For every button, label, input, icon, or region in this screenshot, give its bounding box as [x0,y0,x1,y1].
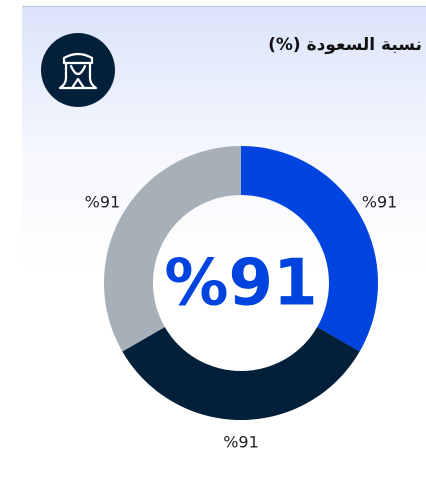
pie-segment [241,146,378,352]
data-label: %91 [223,433,259,452]
center-label: %91 [164,247,317,321]
pie-segment [104,146,241,352]
chart-title: نسبة السعودة (%) [268,35,422,55]
pie-segment [122,327,360,420]
data-label: %91 [85,193,121,212]
data-label: %91 [362,193,398,212]
icon [41,33,115,107]
